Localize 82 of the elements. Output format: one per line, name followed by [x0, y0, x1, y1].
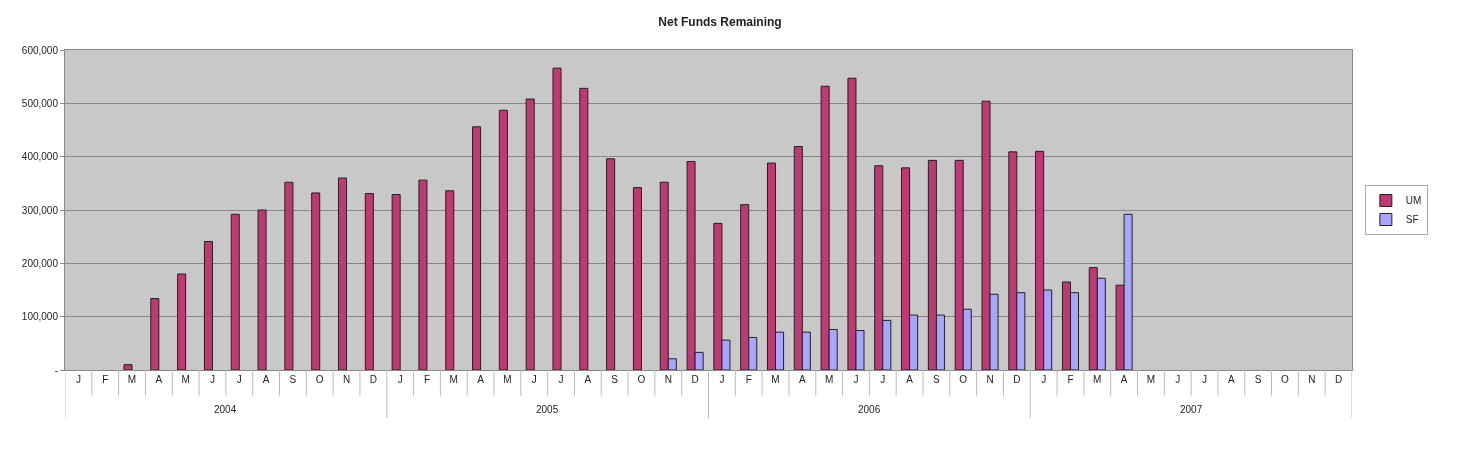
x-tick-label: J: [853, 374, 859, 385]
bar: [391, 194, 401, 370]
x-tick-label: O: [637, 374, 646, 385]
bar: [364, 192, 374, 370]
y-tick-label: -: [54, 364, 58, 376]
x-tick-label: M: [449, 374, 458, 385]
x-tick-label: N: [664, 374, 672, 385]
x-tick-label: A: [799, 374, 806, 385]
x-tick-label: A: [906, 374, 914, 385]
legend-label: SF: [1405, 214, 1419, 226]
text: 2007: [1180, 404, 1203, 415]
x-tick-label: S: [933, 374, 941, 385]
x-tick-label: A: [1228, 374, 1235, 385]
x-tick-label: S: [1254, 374, 1262, 385]
x-tick-label: D: [1013, 374, 1021, 385]
x-tick-label: N: [342, 374, 351, 385]
x-tick-label: A: [1120, 374, 1128, 385]
y-tick-label: 400,000: [21, 151, 59, 163]
x-tick-label: S: [289, 374, 297, 385]
x-tick-label: O: [1281, 374, 1290, 385]
x-tick-label: J: [1041, 374, 1047, 385]
x-tick-label: F: [745, 374, 752, 385]
x-tick-label: J: [209, 374, 215, 385]
x-tick-label: A: [477, 374, 485, 385]
x-tick-label: F: [102, 374, 109, 385]
bar: [203, 240, 213, 370]
x-tick-label: J: [531, 374, 537, 385]
y-tick-label: 600,000: [21, 44, 59, 56]
x-tick-label: N: [1308, 374, 1316, 385]
x-tick-label: J: [397, 374, 403, 385]
bar: [632, 187, 642, 370]
bar: [498, 109, 508, 370]
bar: [311, 192, 321, 370]
chart-title: Net Funds Remaining: [658, 15, 782, 29]
x-tick-label: M: [1146, 374, 1156, 385]
x-tick-label: F: [1067, 374, 1074, 385]
x-tick-label: J: [236, 374, 242, 385]
x-tick-label: M: [1093, 374, 1102, 385]
text: 2006: [858, 404, 881, 415]
text: 2004: [214, 404, 237, 415]
bar: [257, 209, 267, 370]
bar: [525, 98, 535, 370]
x-tick-label: M: [824, 374, 834, 385]
x-tick-label: M: [181, 374, 190, 385]
bar: [123, 364, 133, 370]
x-tick-label: D: [369, 374, 377, 385]
legend-label: UM: [1405, 195, 1422, 207]
x-tick-label: N: [986, 374, 994, 385]
bar: [418, 179, 428, 370]
bar: [606, 158, 616, 370]
x-tick-label: M: [503, 374, 512, 385]
bar: [177, 273, 187, 370]
x-tick-label: J: [558, 374, 564, 385]
x-tick-label: J: [719, 374, 725, 385]
x-tick-label: J: [1175, 374, 1181, 385]
x-tick-label: J: [1202, 374, 1208, 385]
x-tick-label: O: [315, 374, 324, 385]
x-tick-label: J: [880, 374, 886, 385]
y-tick-label: 100,000: [21, 311, 59, 323]
x-tick-label: O: [959, 374, 968, 385]
y-tick-label: 200,000: [21, 257, 59, 269]
x-tick-label: A: [262, 374, 270, 385]
bar: [337, 177, 348, 370]
bar: [150, 298, 160, 370]
bar: [284, 181, 294, 370]
bar: [579, 87, 589, 370]
bar: [552, 67, 562, 370]
x-tick-label: M: [771, 374, 780, 385]
x-tick-label: M: [127, 374, 137, 385]
x-tick-label: F: [423, 374, 431, 385]
x-tick-label: A: [584, 374, 592, 385]
x-tick-label: J: [75, 374, 81, 385]
y-tick-label: 300,000: [21, 204, 59, 216]
x-tick-label: D: [691, 374, 699, 385]
bar: [445, 190, 455, 370]
text: 2005: [536, 404, 559, 415]
bar: [472, 126, 482, 370]
x-tick-label: D: [1334, 374, 1343, 385]
x-tick-label: A: [155, 374, 163, 385]
bar: [230, 213, 240, 370]
y-tick-label: 500,000: [21, 97, 59, 109]
x-tick-label: S: [611, 374, 619, 385]
